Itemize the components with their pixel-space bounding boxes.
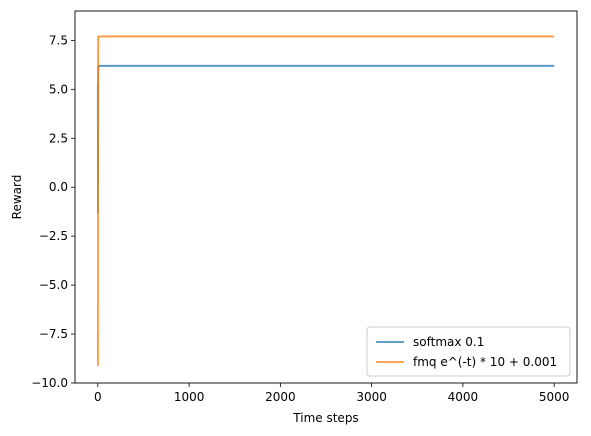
y-tick-label: −5.0 xyxy=(39,278,68,292)
legend-label: softmax 0.1 xyxy=(413,335,484,349)
x-tick-label: 3000 xyxy=(356,390,387,404)
series-line-1 xyxy=(96,64,555,214)
legend: softmax 0.1 fmq e^(-t) * 10 + 0.001 xyxy=(366,326,571,377)
x-tick-label: 4000 xyxy=(448,390,479,404)
y-tick-label: −7.5 xyxy=(39,327,68,341)
y-tick-label: −10.0 xyxy=(31,376,68,390)
y-tick-label: −2.5 xyxy=(39,229,68,243)
y-tick-label: 7.5 xyxy=(49,33,68,47)
legend-box xyxy=(366,326,571,377)
y-tick-label: 0.0 xyxy=(49,180,68,194)
series-line-2 xyxy=(96,35,555,367)
y-axis-label: Reward xyxy=(10,175,24,220)
x-tick-label: 1000 xyxy=(174,390,205,404)
y-tick-label: 2.5 xyxy=(49,131,68,145)
x-tick-label: 0 xyxy=(94,390,102,404)
plot-frame xyxy=(74,10,578,384)
x-tick-label: 5000 xyxy=(539,390,570,404)
series-lines xyxy=(96,35,555,367)
x-tick-label: 2000 xyxy=(265,390,296,404)
y-axis: −10.0 −7.5 −5.0 −2.5 0.0 2.5 5.0 7.5 xyxy=(31,33,75,390)
legend-label: fmq e^(-t) * 10 + 0.001 xyxy=(413,355,557,369)
x-axis-label: Time steps xyxy=(292,411,358,425)
x-axis: 0 1000 2000 3000 4000 5000 xyxy=(94,383,569,404)
y-tick-label: 5.0 xyxy=(49,82,68,96)
